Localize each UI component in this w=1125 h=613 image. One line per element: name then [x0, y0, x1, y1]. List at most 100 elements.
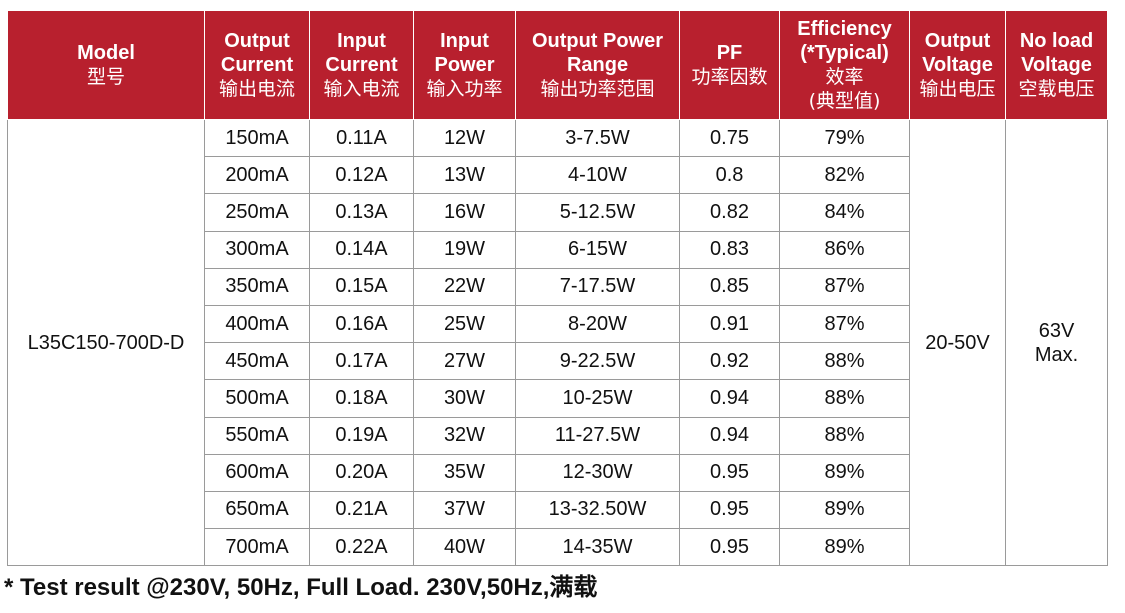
footnote-en: * Test result @230V, 50Hz, Full Load. 23…: [4, 574, 550, 601]
table-cell: 0.94: [679, 379, 780, 418]
table-cell: 0.75: [679, 118, 780, 158]
header-label-en: Output Current: [220, 30, 294, 76]
table-cell: 0.22A: [309, 528, 414, 567]
header-label-cn: 型号: [86, 66, 125, 88]
header-cell: Efficiency (*Typical) 效率 (典型值): [779, 10, 910, 120]
table-cell: 400mA: [204, 304, 310, 344]
header-label-cn: 输入电流: [323, 78, 400, 100]
table-cell: 35W: [413, 453, 516, 492]
header-label-en: Model: [77, 42, 135, 64]
table-cell: 300mA: [204, 230, 310, 269]
table-row: 550mA 0.19A 32W 11-27.5W 0.94 88%: [8, 416, 1108, 455]
table-cell: 0.12A: [309, 156, 414, 195]
table-cell: 3-7.5W: [515, 118, 680, 158]
table-cell: 7-17.5W: [515, 267, 680, 306]
table-cell: 8-20W: [515, 304, 680, 344]
table-cell: 0.21A: [309, 490, 414, 530]
table-cell: 0.17A: [309, 342, 414, 381]
table-cell: 79%: [779, 118, 910, 158]
header-label-en: Input Current: [325, 30, 398, 76]
table-cell: 6-15W: [515, 230, 680, 269]
table-cell: 88%: [779, 342, 910, 381]
table-cell: 150mA: [204, 118, 310, 158]
header-label-cn: 输入功率: [426, 78, 503, 100]
header-cell: No load Voltage 空载电压: [1005, 10, 1108, 120]
footnote: * Test result @230V, 50Hz, Full Load. 23…: [4, 567, 597, 602]
table-row: 350mA 0.15A 22W 7-17.5W 0.85 87%: [8, 267, 1108, 306]
table-cell: 0.19A: [309, 416, 414, 455]
table-cell: 0.95: [679, 528, 780, 567]
header-cell: Output Voltage 输出电压: [909, 10, 1006, 120]
table-cell: 40W: [413, 528, 516, 567]
table-cell: 5-12.5W: [515, 193, 680, 232]
table-cell: 0.91: [679, 304, 780, 344]
spec-table: Model 型号 Output Current 输出电流 Input Current 输入…: [7, 10, 1108, 567]
table-cell: 350mA: [204, 267, 310, 306]
table-cell: 200mA: [204, 156, 310, 195]
table-cell: 0.11A: [309, 118, 414, 158]
table-cell: 10-25W: [515, 379, 680, 418]
table-cell: 0.83: [679, 230, 780, 269]
header-label-cn: 空载电压: [1018, 78, 1095, 100]
table-cell: 550mA: [204, 416, 310, 455]
header-label-cn: 功率因数: [691, 66, 768, 88]
no-load-voltage-cell: 63V Max.: [1005, 118, 1108, 567]
table-cell: 25W: [413, 304, 516, 344]
table-cell: 82%: [779, 156, 910, 195]
table-cell: 89%: [779, 453, 910, 492]
table-cell: 0.95: [679, 490, 780, 530]
table-cell: 0.20A: [309, 453, 414, 492]
header-cell: Output Power Range 输出功率范围: [515, 10, 680, 120]
table-cell: 37W: [413, 490, 516, 530]
table-cell: 600mA: [204, 453, 310, 492]
table-cell: 13W: [413, 156, 516, 195]
table-row: 450mA 0.17A 27W 9-22.5W 0.92 88%: [8, 342, 1108, 381]
header-cell: Model 型号: [7, 10, 205, 120]
table-cell: 13-32.50W: [515, 490, 680, 530]
table-cell: 16W: [413, 193, 516, 232]
table-row: 650mA 0.21A 37W 13-32.50W 0.95 89%: [8, 490, 1108, 530]
footnote-cn: 满载: [549, 573, 598, 601]
table-cell: 0.16A: [309, 304, 414, 344]
table-cell: 88%: [779, 416, 910, 455]
table-cell: 86%: [779, 230, 910, 269]
table-cell: 4-10W: [515, 156, 680, 195]
model-cell: L35C150-700D-D: [7, 118, 205, 567]
table-cell: 700mA: [204, 528, 310, 567]
table-cell: 30W: [413, 379, 516, 418]
table-cell: 12W: [413, 118, 516, 158]
table-cell: 87%: [779, 267, 910, 306]
table-cell: 650mA: [204, 490, 310, 530]
table-cell: 27W: [413, 342, 516, 381]
table-cell: 87%: [779, 304, 910, 344]
table-cell: 0.18A: [309, 379, 414, 418]
header-row: Model 型号 Output Current 输出电流 Input Current 输入…: [7, 10, 1108, 120]
table-cell: 250mA: [204, 193, 310, 232]
table-cell: 89%: [779, 528, 910, 567]
header-cell: Output Current 输出电流: [204, 10, 310, 120]
header-label-en: Efficiency (*Typical): [797, 18, 892, 64]
table-cell: 19W: [413, 230, 516, 269]
table-cell: 450mA: [204, 342, 310, 381]
table-row: 500mA 0.18A 30W 10-25W 0.94 88%: [8, 379, 1108, 418]
table-row: 300mA 0.14A 19W 6-15W 0.83 86%: [8, 230, 1108, 269]
table-body: L35C150-700D-D 150mA 0.11A 12W 3-7.5W 0.75 79%…: [7, 118, 1108, 567]
table-cell: 89%: [779, 490, 910, 530]
table-cell: 32W: [413, 416, 516, 455]
table-cell: 22W: [413, 267, 516, 306]
header-label-cn: 输出电流: [218, 78, 295, 100]
header-cell: Input Current 输入电流: [309, 10, 414, 120]
table-cell: 500mA: [204, 379, 310, 418]
table-cell: 0.14A: [309, 230, 414, 269]
table-cell: 0.82: [679, 193, 780, 232]
header-label-en: No load Voltage: [1019, 30, 1094, 76]
table-header: Model 型号 Output Current 输出电流 Input Current 输入…: [7, 10, 1108, 120]
header-label-cn: 输出功率范围: [540, 78, 655, 100]
table-cell: 0.94: [679, 416, 780, 455]
table-row: 700mA 0.22A 40W 14-35W 0.95 89%: [8, 528, 1108, 567]
table-row: 400mA 0.16A 25W 8-20W 0.91 87%: [8, 304, 1108, 344]
table-cell: 88%: [779, 379, 910, 418]
table-cell: 0.8: [679, 156, 780, 195]
table-cell: 9-22.5W: [515, 342, 680, 381]
table-row: 250mA 0.13A 16W 5-12.5W 0.82 84%: [8, 193, 1108, 232]
